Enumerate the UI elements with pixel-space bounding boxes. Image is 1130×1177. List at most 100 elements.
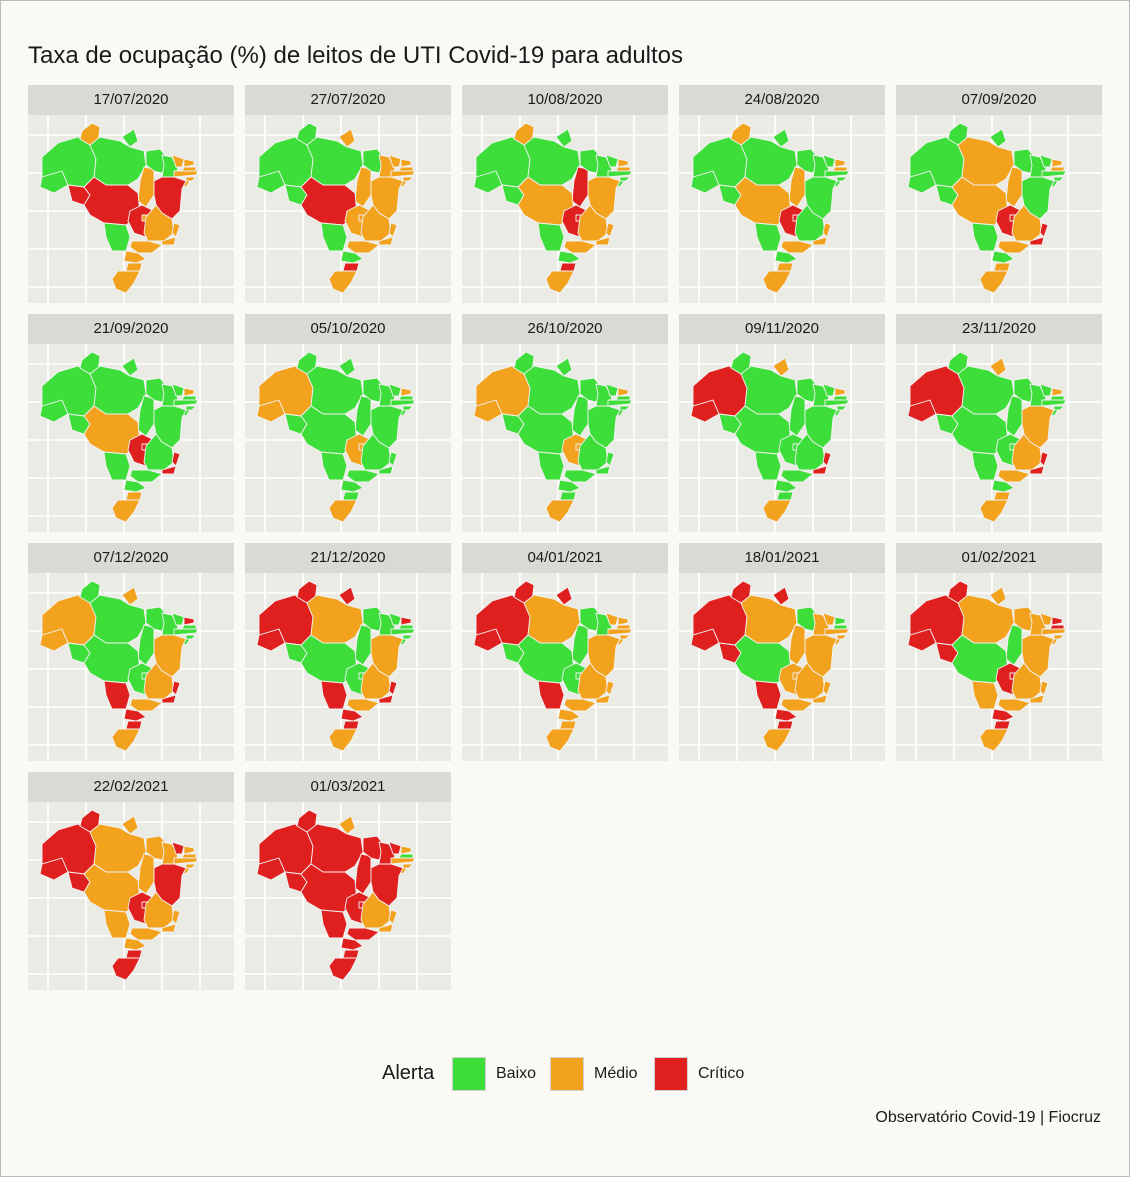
state-ap — [121, 128, 139, 148]
state-ms — [971, 680, 999, 710]
panel-date-label: 07/09/2020 — [896, 85, 1102, 115]
state-pa — [740, 365, 798, 415]
state-rj — [812, 236, 828, 246]
state-rs — [328, 270, 358, 294]
state-rn — [400, 158, 412, 168]
brazil-state-map — [462, 344, 668, 532]
brazil-state-map — [245, 344, 451, 532]
state-pa — [523, 136, 581, 186]
state-rs — [328, 499, 358, 523]
state-ap — [121, 815, 139, 835]
state-rs — [111, 957, 141, 981]
state-es — [1039, 680, 1049, 696]
state-pr — [774, 708, 798, 722]
state-rn — [617, 616, 629, 626]
state-pe — [1041, 628, 1067, 636]
state-rs — [111, 499, 141, 523]
brazil-state-map — [896, 344, 1102, 532]
state-ce — [171, 841, 185, 855]
state-es — [1039, 222, 1049, 238]
state-sp — [346, 469, 380, 483]
state-pb — [398, 853, 414, 859]
panel-date-label: 01/03/2021 — [245, 772, 451, 802]
state-rj — [161, 923, 177, 933]
state-rn — [834, 158, 846, 168]
state-rs — [979, 728, 1009, 752]
panel-date-label: 24/08/2020 — [679, 85, 885, 115]
state-pr — [340, 479, 364, 493]
state-pb — [1049, 624, 1065, 630]
state-ap — [555, 357, 573, 377]
state-ap — [772, 586, 790, 606]
state-pa — [957, 365, 1015, 415]
state-al — [1053, 176, 1065, 182]
state-sc — [342, 720, 360, 730]
legend-label-medio: Médio — [594, 1065, 638, 1082]
panel-date-label: 26/10/2020 — [462, 314, 668, 344]
state-ce — [388, 383, 402, 397]
state-sc — [776, 720, 794, 730]
state-pb — [181, 853, 197, 859]
state-al — [185, 863, 197, 869]
brazil-state-map — [679, 573, 885, 761]
state-sc — [125, 262, 143, 272]
brazil-state-map — [896, 115, 1102, 303]
map-panel: 21/12/2020 — [245, 543, 451, 761]
state-pe — [607, 628, 633, 636]
state-ce — [388, 612, 402, 626]
state-pe — [173, 399, 199, 407]
state-al — [185, 405, 197, 411]
state-sp — [563, 469, 597, 483]
state-rs — [545, 499, 575, 523]
map-panel: 04/01/2021 — [462, 543, 668, 761]
state-sc — [993, 720, 1011, 730]
state-rs — [762, 728, 792, 752]
state-rj — [161, 694, 177, 704]
state-ce — [171, 154, 185, 168]
state-ce — [388, 154, 402, 168]
state-pa — [89, 823, 147, 873]
state-sc — [776, 262, 794, 272]
state-pa — [740, 136, 798, 186]
state-pr — [123, 479, 147, 493]
state-ap — [121, 586, 139, 606]
state-pr — [340, 708, 364, 722]
panel-date-label: 22/02/2021 — [28, 772, 234, 802]
state-pr — [557, 479, 581, 493]
state-sc — [125, 949, 143, 959]
state-rn — [183, 845, 195, 855]
panel-date-label: 17/07/2020 — [28, 85, 234, 115]
panel-date-label: 09/11/2020 — [679, 314, 885, 344]
state-es — [605, 451, 615, 467]
state-rj — [1029, 465, 1045, 475]
state-rs — [545, 728, 575, 752]
state-sc — [776, 491, 794, 501]
state-pa — [957, 136, 1015, 186]
state-ce — [605, 154, 619, 168]
map-panel: 22/02/2021 — [28, 772, 234, 990]
state-rn — [1051, 158, 1063, 168]
state-pb — [615, 624, 631, 630]
state-pr — [557, 250, 581, 264]
state-pa — [89, 136, 147, 186]
state-sc — [993, 491, 1011, 501]
state-sc — [559, 720, 577, 730]
state-rn — [617, 387, 629, 397]
state-rj — [378, 923, 394, 933]
map-panel: 24/08/2020 — [679, 85, 885, 303]
state-pa — [89, 365, 147, 415]
state-pe — [390, 170, 416, 178]
state-ce — [388, 841, 402, 855]
state-sp — [346, 240, 380, 254]
state-sp — [129, 698, 163, 712]
panel-date-label: 10/08/2020 — [462, 85, 668, 115]
state-pe — [824, 399, 850, 407]
state-ms — [320, 909, 348, 939]
state-pr — [123, 937, 147, 951]
state-rn — [183, 158, 195, 168]
state-pa — [306, 594, 364, 644]
legend-key-critico — [654, 1057, 688, 1091]
brazil-state-map — [28, 344, 234, 532]
brazil-state-map — [679, 115, 885, 303]
state-sp — [129, 927, 163, 941]
